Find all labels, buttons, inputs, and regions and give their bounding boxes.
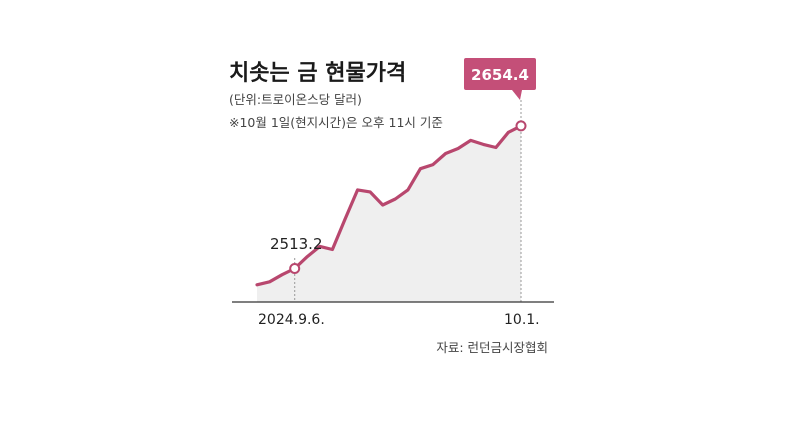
- chart-unit: (단위:트로이온스당 달러): [229, 92, 362, 107]
- plot-area: [255, 100, 527, 303]
- x-tick-label-end: 10.1.: [504, 312, 540, 328]
- source-note: 자료: 런던금시장협회: [436, 340, 548, 355]
- price-line: [255, 124, 523, 287]
- highlight-point: [289, 263, 301, 274]
- x-tick-label-start: 2024.9.6.: [258, 312, 325, 328]
- data-label-start: 2513.2: [270, 235, 323, 253]
- chart-note: ※10월 1일(현지시간)은 오후 11시 기준: [229, 115, 443, 130]
- chart-title: 치솟는 금 현물가격: [229, 61, 406, 86]
- callout-pointer: [512, 90, 522, 100]
- highlight-point: [515, 120, 527, 132]
- area-fill: [257, 125, 521, 303]
- data-label-end: 2654.4: [471, 66, 529, 84]
- callout-box: [464, 58, 536, 90]
- callout-end-value: 2654.4: [464, 58, 536, 100]
